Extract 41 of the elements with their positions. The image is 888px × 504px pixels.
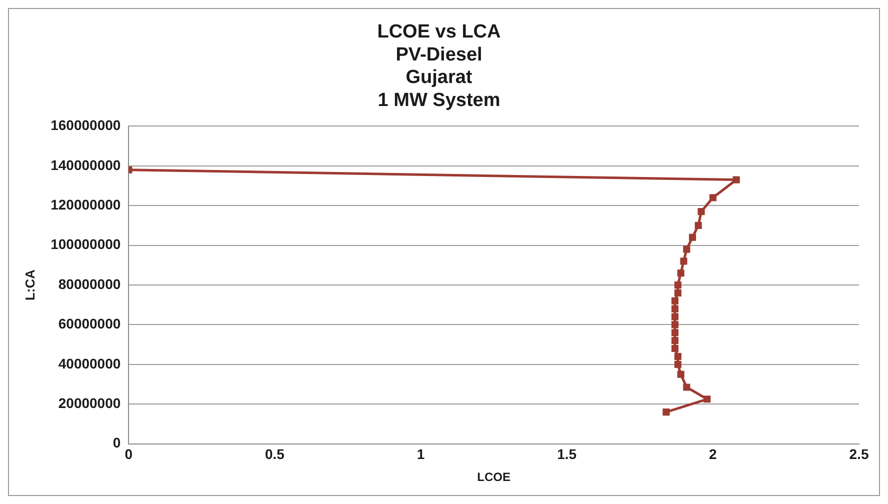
y-tick-label: 100000000	[50, 236, 121, 252]
point	[677, 270, 684, 277]
x-tick-label: 0.5	[265, 446, 285, 462]
point	[674, 289, 682, 296]
point	[671, 305, 678, 312]
point	[677, 370, 684, 378]
point	[683, 384, 690, 391]
x-tick-label: 0	[124, 446, 133, 462]
y-tick-label: 160000000	[50, 117, 121, 134]
point	[671, 313, 678, 320]
point	[671, 337, 678, 344]
point	[683, 246, 690, 253]
y-tick-label: 120000000	[50, 196, 121, 212]
y-axis-title: L:CA	[22, 268, 38, 301]
x-tick-label: 2	[709, 446, 718, 462]
point	[709, 194, 716, 202]
point	[698, 208, 705, 216]
x-tick-label: 1	[416, 446, 425, 462]
y-tick-label: 60000000	[58, 316, 121, 332]
point	[671, 321, 678, 328]
point	[704, 396, 711, 403]
y-tick-label: 140000000	[50, 156, 121, 173]
x-axis-title: LCOE	[477, 470, 511, 484]
point	[671, 297, 678, 304]
point	[674, 352, 682, 360]
point	[671, 329, 678, 336]
chart-title: LCOE vs LCA PV-Diesel Gujarat 1 MW System	[377, 22, 502, 112]
x-tick-label: 1.5	[557, 446, 577, 462]
point	[662, 408, 670, 416]
y-tick-label: 0	[112, 434, 121, 451]
point	[694, 222, 702, 229]
point	[680, 258, 688, 265]
point	[674, 281, 682, 289]
y-tick-label: 20000000	[58, 394, 121, 411]
point	[732, 176, 740, 184]
point	[671, 344, 678, 352]
y-tick-label: 80000000	[58, 276, 121, 292]
y-tick-label: 40000000	[58, 355, 121, 372]
point	[674, 360, 682, 368]
point	[688, 234, 696, 241]
x-tick-label: 2.5	[849, 446, 869, 462]
